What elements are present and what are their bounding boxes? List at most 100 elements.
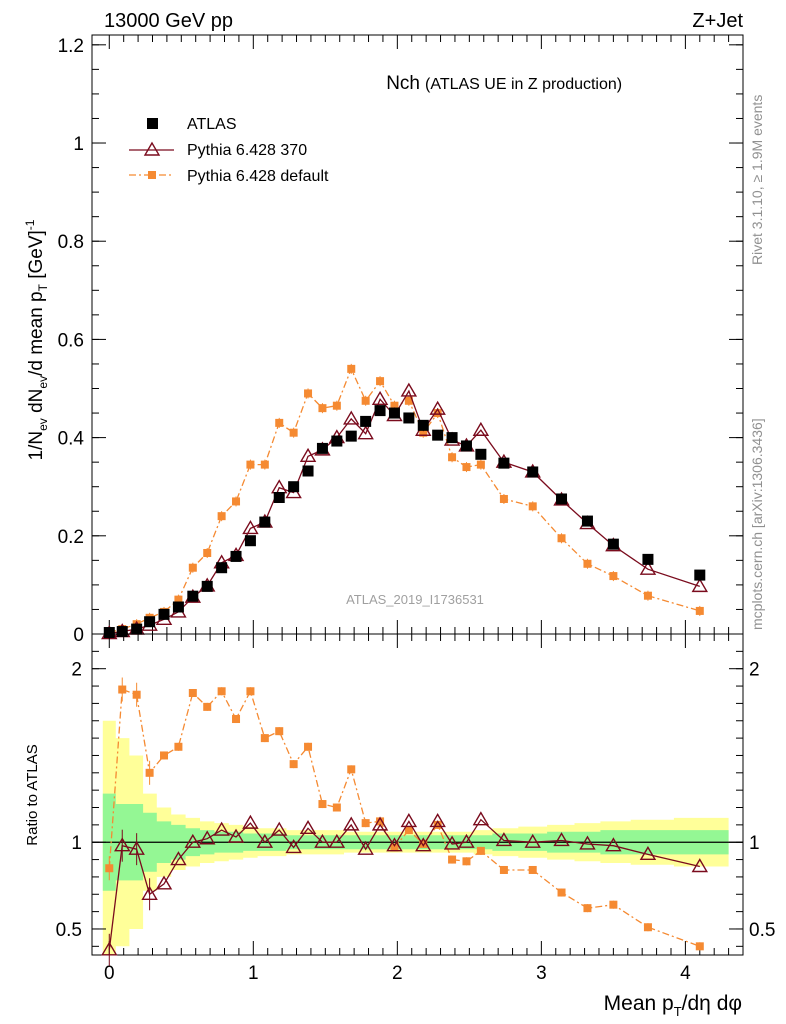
point-pythia-370	[371, 390, 389, 406]
ratio-point-pythia-370	[314, 833, 331, 848]
main-ytick-label: 0.2	[58, 527, 84, 548]
ratio-point-pythia-default	[433, 820, 442, 829]
ratio-series-layer	[101, 677, 709, 966]
point-atlas	[216, 562, 228, 574]
point-atlas	[527, 466, 539, 478]
point-atlas	[273, 492, 285, 504]
point-atlas	[144, 616, 156, 628]
ratio-point-pythia-default	[583, 904, 592, 913]
point-pythia-default	[404, 396, 413, 405]
point-atlas	[331, 435, 343, 447]
point-pythia-default	[433, 409, 442, 418]
ratio-point-pythia-default	[275, 727, 284, 736]
ratio-ytick-label-right: 1	[749, 833, 760, 854]
ratio-point-pythia-370	[271, 821, 288, 836]
rivet-version: Rivet 3.1.10, ≥ 1.9M events	[749, 95, 765, 265]
point-pythia-370	[639, 560, 657, 575]
xtick-label: 4	[680, 963, 691, 984]
ratio-point-pythia-default	[118, 685, 127, 694]
point-pythia-370	[271, 479, 288, 494]
point-atlas	[201, 580, 213, 592]
ratio-ytick-label: 0.5	[56, 920, 82, 941]
ratio-point-pythia-default	[160, 751, 169, 760]
point-pythia-default	[499, 494, 508, 503]
point-atlas	[288, 481, 300, 493]
main-ytick-label: 0.8	[58, 232, 84, 253]
ratio-point-pythia-370	[415, 837, 432, 852]
ratio-point-pythia-default	[528, 865, 537, 874]
point-pythia-default	[347, 364, 356, 373]
point-pythia-370	[343, 410, 360, 425]
ratio-point-pythia-370	[155, 875, 173, 890]
plot-title: Nch	[386, 73, 420, 94]
main-ytick-label: 1.2	[58, 36, 84, 57]
point-atlas	[172, 601, 184, 613]
ratio-point-pythia-default	[188, 688, 197, 697]
ratio-point-pythia-370	[400, 813, 418, 828]
point-pythia-default	[174, 595, 183, 604]
main-ytick-label: 0.4	[58, 429, 85, 450]
point-atlas	[388, 407, 400, 419]
xlabel: Mean pT/dη dφ	[604, 992, 742, 1019]
point-pythia-default	[448, 453, 457, 462]
header-left: 13000 GeV pp	[104, 10, 233, 32]
series-line-pythia-370	[109, 389, 701, 635]
legend-label-pythia370: Pythia 6.428 370	[187, 142, 307, 159]
point-atlas	[607, 538, 619, 550]
point-atlas	[417, 419, 429, 431]
ratio-point-pythia-default	[448, 855, 457, 864]
ratio-ytick-label-right: 0.5	[749, 920, 775, 941]
point-atlas	[498, 457, 510, 469]
ratio-point-pythia-default	[246, 687, 255, 696]
ratio-uncertainty-bands	[102, 720, 729, 955]
ratio-point-pythia-370	[495, 832, 513, 847]
point-pythia-default	[332, 401, 341, 410]
ratio-point-pythia-default	[643, 923, 652, 932]
point-pythia-370	[299, 447, 317, 462]
ratio-point-pythia-default	[105, 864, 114, 873]
point-atlas	[158, 608, 170, 620]
ratio-ytick-label: 1	[71, 833, 82, 854]
point-pythia-370	[429, 400, 446, 415]
plot-subtitle: (ATLAS UE in Z production)	[425, 76, 622, 93]
ratio-point-pythia-370	[328, 833, 346, 848]
ratio-point-pythia-default	[695, 942, 704, 951]
point-atlas	[432, 429, 444, 441]
point-pythia-default	[476, 460, 485, 469]
series-line-pythia-default	[109, 367, 700, 634]
ratio-point-pythia-370	[371, 816, 389, 831]
point-atlas	[460, 440, 472, 452]
point-pythia-default	[695, 606, 704, 615]
main-series-layer	[101, 363, 709, 640]
legend-marker-atlas	[147, 118, 158, 129]
point-pythia-default	[246, 460, 255, 469]
point-atlas	[302, 465, 314, 477]
point-pythia-default	[232, 497, 241, 506]
ratio-point-pythia-370	[199, 830, 216, 845]
point-atlas	[345, 430, 357, 442]
point-pythia-default	[557, 534, 566, 543]
ratio-point-pythia-370	[101, 941, 118, 956]
point-pythia-370	[472, 421, 490, 436]
ratio-point-pythia-370	[114, 837, 131, 852]
ratio-point-pythia-370	[128, 840, 145, 855]
point-atlas	[581, 515, 593, 527]
ratio-point-pythia-370	[141, 885, 158, 900]
point-atlas	[475, 448, 487, 460]
point-atlas	[116, 626, 128, 638]
ratio-point-pythia-370	[472, 811, 490, 826]
ratio-point-pythia-370	[227, 828, 245, 843]
legend-marker-pythiadef	[148, 171, 156, 179]
ratio-point-pythia-default	[347, 765, 356, 774]
point-atlas	[694, 569, 706, 581]
ratio-ytick-label-right: 2	[749, 660, 760, 681]
point-atlas	[131, 623, 143, 635]
ratio-point-pythia-default	[462, 857, 471, 866]
ratio-point-pythia-default	[132, 690, 141, 699]
point-pythia-default	[289, 428, 298, 437]
point-pythia-default	[217, 512, 226, 521]
point-atlas	[403, 412, 415, 424]
ratio-point-pythia-default	[390, 843, 399, 852]
ratio-point-pythia-default	[557, 888, 566, 897]
